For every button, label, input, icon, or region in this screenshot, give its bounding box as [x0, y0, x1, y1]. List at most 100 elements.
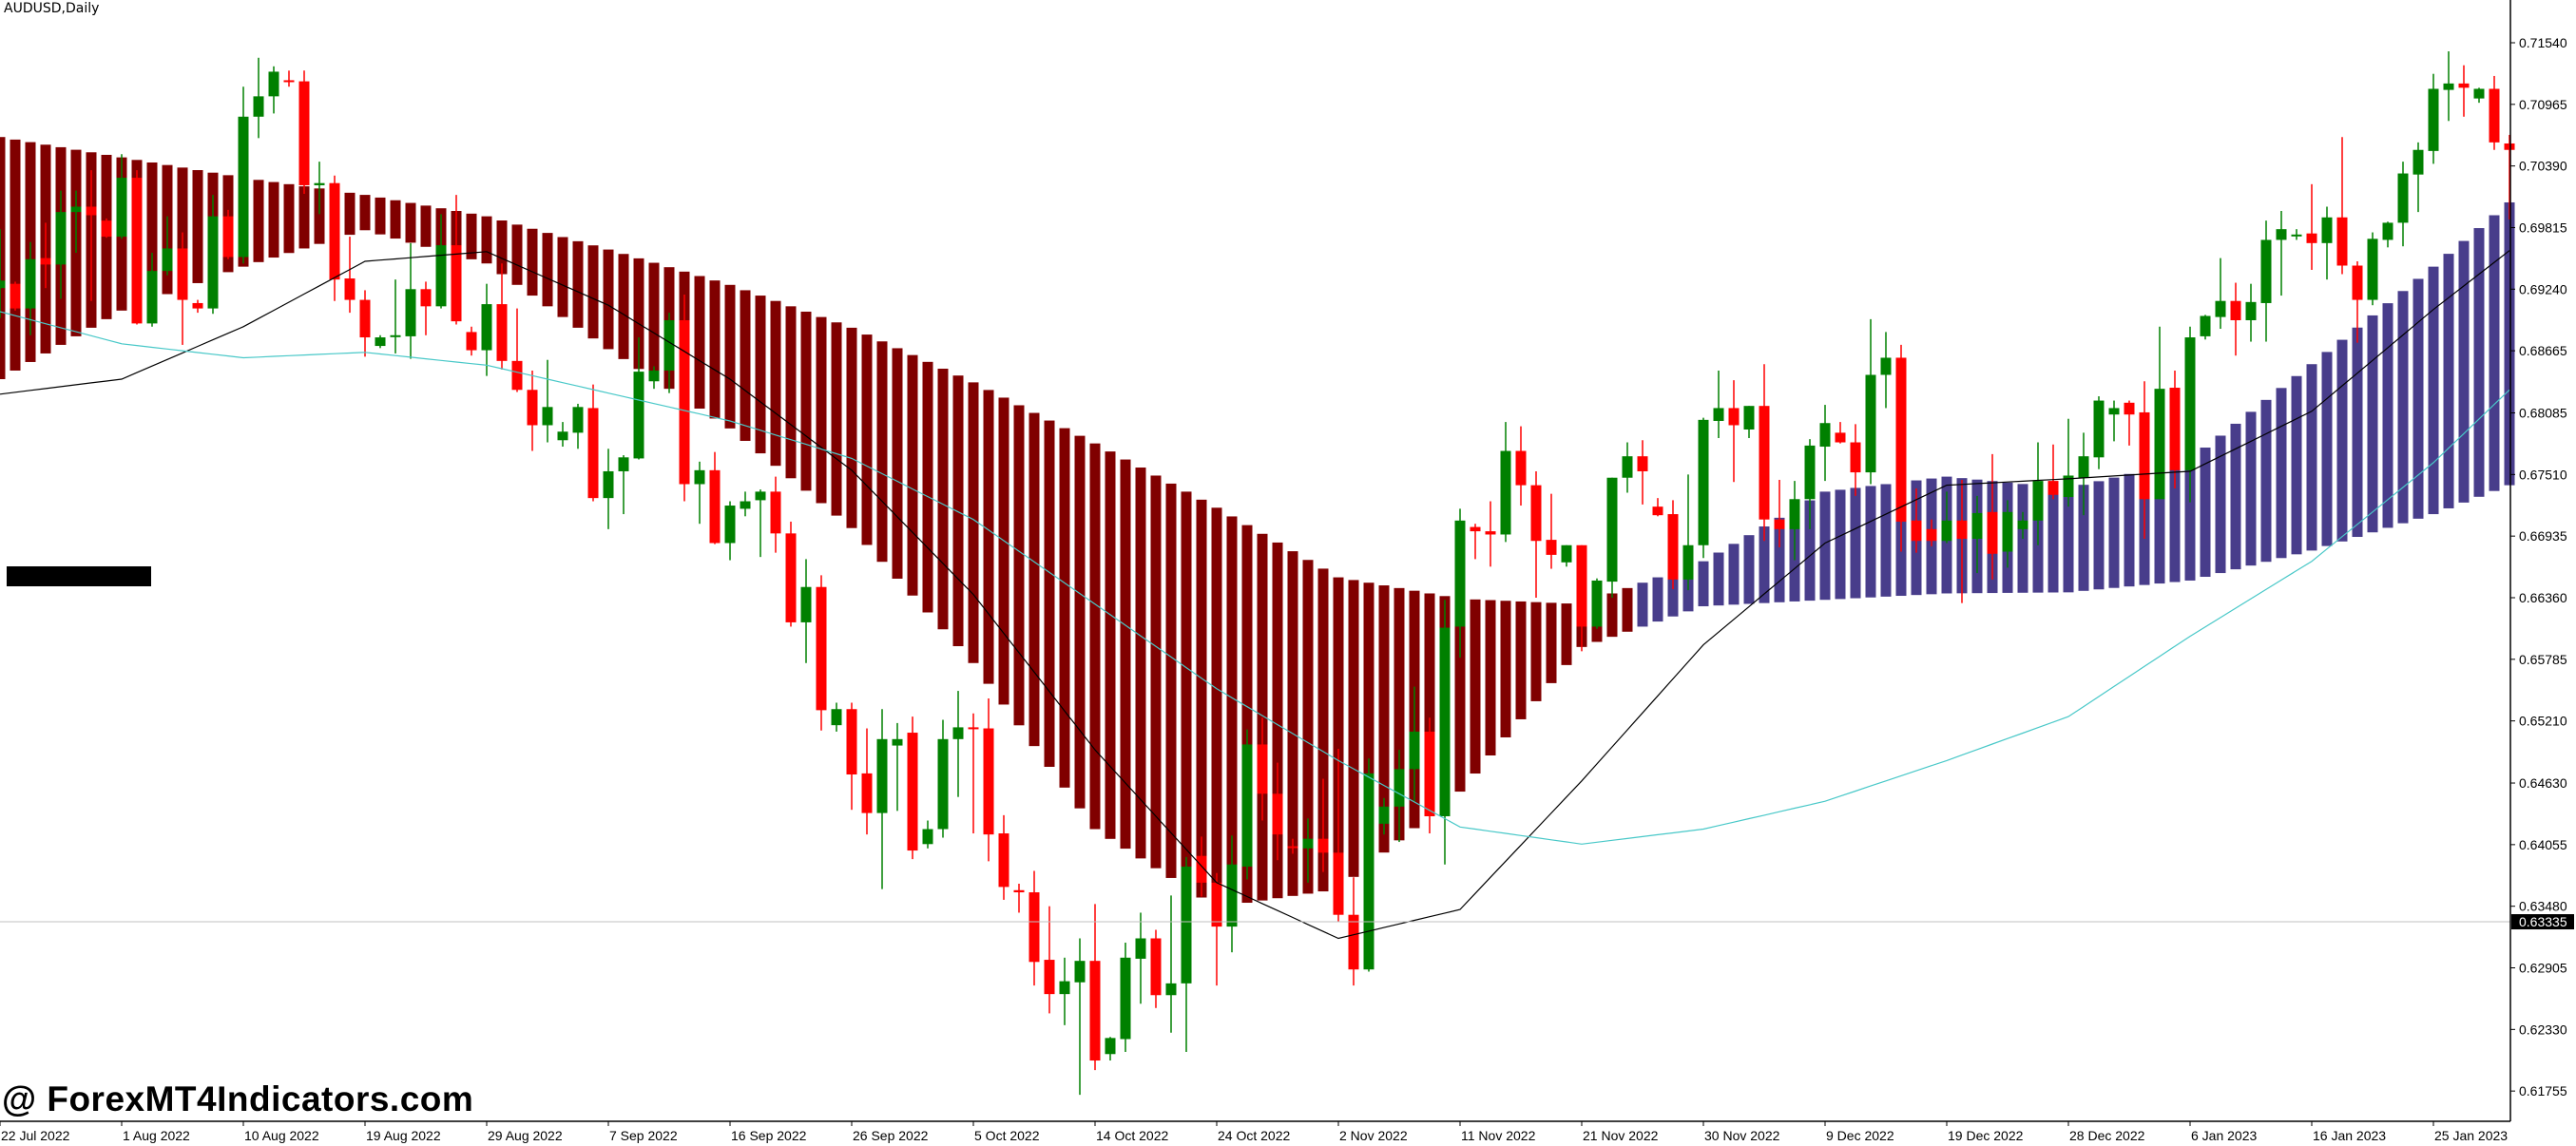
band-bar — [1044, 420, 1055, 767]
band-bar — [192, 170, 203, 283]
band-bar — [1622, 587, 1633, 632]
band-bar — [1363, 583, 1375, 865]
candle-body — [2108, 408, 2120, 415]
band-bar — [2184, 459, 2196, 581]
bullish-candle — [952, 691, 964, 797]
candle-body — [1165, 983, 1177, 996]
bearish-candle — [1211, 872, 1222, 986]
candle-body — [511, 360, 523, 391]
candle-body — [1013, 889, 1025, 893]
bullish-candle — [268, 66, 279, 114]
candle-body — [2367, 239, 2378, 300]
bearish-candle — [1895, 344, 1907, 552]
band-bar — [2200, 448, 2211, 578]
band-bar — [1257, 533, 1268, 901]
candle-body — [1333, 852, 1344, 915]
candle-body — [2489, 88, 2500, 143]
current-price-label: 0.63335 — [2519, 914, 2567, 929]
band-bar — [1667, 571, 1679, 617]
candle-body — [679, 319, 690, 485]
candle-body — [1895, 357, 1907, 522]
band-bar — [587, 245, 599, 339]
candle-body — [2397, 173, 2409, 223]
bullish-candle — [55, 190, 67, 299]
band-bar — [268, 181, 279, 258]
moving-averages — [0, 250, 2510, 940]
date-tick-label: 29 Aug 2022 — [488, 1128, 563, 1143]
candle-body — [755, 491, 766, 501]
bullish-candle — [1561, 544, 1572, 567]
bullish-candle — [1394, 750, 1405, 843]
date-tick-label: 2 Nov 2022 — [1339, 1128, 1408, 1143]
candle-body — [1044, 960, 1055, 995]
bearish-candle — [2504, 134, 2515, 220]
band-bar — [1500, 601, 1511, 737]
bearish-candle — [1044, 906, 1055, 1014]
candle-body — [542, 407, 553, 426]
band-bar — [2276, 388, 2287, 559]
band-bar — [2336, 339, 2348, 542]
bullish-candle — [2032, 442, 2044, 545]
date-tick-label: 24 Oct 2022 — [1218, 1128, 1290, 1143]
band-bar — [1105, 451, 1116, 839]
bearish-candle — [907, 716, 918, 860]
price-tick-label: 0.65210 — [2519, 714, 2567, 729]
candle-body — [816, 586, 827, 711]
bullish-candle — [2017, 511, 2028, 539]
candle-body — [131, 178, 143, 324]
candle-body — [2291, 234, 2302, 237]
band-bar — [892, 348, 903, 579]
price-tick-label: 0.67510 — [2519, 467, 2567, 482]
bearish-candle — [359, 290, 371, 357]
price-tick-label: 0.68665 — [2519, 343, 2567, 358]
bullish-candle — [876, 709, 888, 889]
bullish-candle — [633, 337, 644, 460]
band-bar — [527, 228, 538, 296]
candle-body — [603, 470, 614, 499]
candle-body — [694, 469, 705, 485]
candle-body — [25, 258, 36, 309]
date-tick-label: 16 Jan 2023 — [2313, 1128, 2386, 1143]
band-bar — [983, 390, 994, 684]
candle-body — [1226, 864, 1238, 927]
band-bar — [2473, 228, 2485, 497]
candle-body — [359, 299, 371, 338]
band-bar — [1804, 500, 1816, 602]
bullish-candle — [2108, 400, 2120, 442]
candle-body — [2017, 520, 2028, 529]
bullish-candle — [2443, 51, 2454, 122]
bearish-candle — [816, 575, 827, 731]
date-tick-label: 11 Nov 2022 — [1461, 1128, 1536, 1143]
band-bar — [1880, 484, 1892, 597]
bullish-candle — [0, 229, 6, 318]
band-bar — [2230, 423, 2241, 570]
date-tick-label: 9 Dec 2022 — [1826, 1128, 1894, 1143]
candle-body — [1546, 540, 1557, 555]
candle-body — [1424, 731, 1435, 816]
band-bar — [937, 369, 949, 630]
candle-body — [1789, 499, 1800, 529]
candle-body — [2382, 222, 2393, 240]
bullish-candle — [694, 461, 705, 525]
band-bar — [968, 382, 979, 663]
band-bar — [2169, 463, 2181, 583]
bullish-candle — [2260, 220, 2272, 342]
band-bar — [1637, 583, 1648, 627]
bullish-candle — [618, 455, 629, 515]
band-bar — [1150, 475, 1162, 869]
bearish-candle — [86, 170, 97, 301]
band-bar — [1819, 491, 1831, 601]
band-bar — [2458, 240, 2470, 503]
candle-body — [1728, 408, 1740, 426]
bearish-candle — [40, 222, 51, 289]
band-bar — [1850, 487, 1861, 599]
bearish-candle — [2489, 75, 2500, 150]
chart-symbol-title: AUDUSD,Daily — [4, 1, 100, 16]
bearish-candle — [192, 299, 203, 314]
price-tick-label: 0.62905 — [2519, 961, 2567, 976]
date-tick-label: 21 Nov 2022 — [1583, 1128, 1659, 1143]
bearish-candle — [1667, 500, 1679, 589]
candle-body — [10, 283, 21, 309]
bullish-candle — [2367, 232, 2378, 306]
